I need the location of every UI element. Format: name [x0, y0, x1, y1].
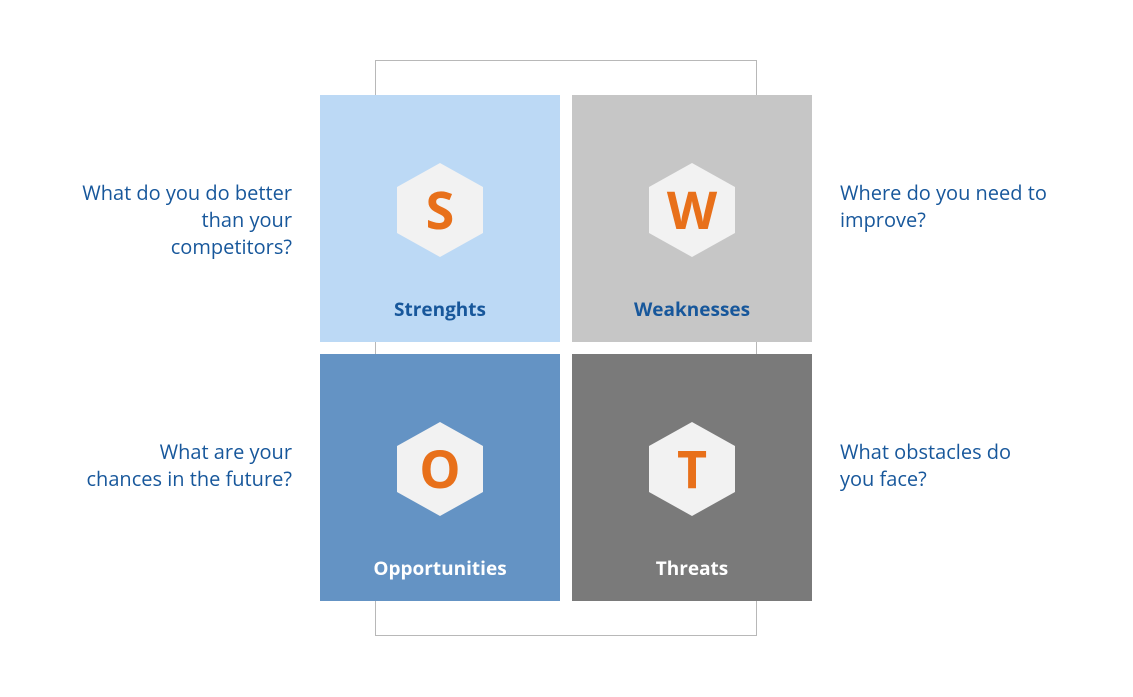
- caption-opportunities: What are your chances in the future?: [82, 438, 292, 492]
- caption-threats: What obstacles do you face?: [840, 438, 1050, 492]
- label-strengths: Strenghts: [320, 296, 560, 322]
- label-weaknesses: Weaknesses: [572, 296, 812, 322]
- quadrant-opportunities: O Opportunities: [320, 354, 560, 601]
- caption-weaknesses: Where do you need to improve?: [840, 179, 1050, 233]
- hex-letter-s: S: [426, 184, 455, 236]
- hexagon-opportunities: O: [390, 419, 490, 519]
- label-opportunities: Opportunities: [320, 555, 560, 581]
- label-threats: Threats: [572, 555, 812, 581]
- caption-strengths: What do you do better than your competit…: [82, 179, 292, 260]
- quadrant-threats: T Threats: [572, 354, 812, 601]
- hexagon-weaknesses: W: [642, 160, 742, 260]
- quadrant-weaknesses: W Weaknesses: [572, 95, 812, 342]
- hex-letter-t: T: [677, 443, 707, 495]
- swot-grid: S Strenghts W Weaknesses O Opportunities…: [320, 95, 812, 601]
- quadrant-strengths: S Strenghts: [320, 95, 560, 342]
- hex-letter-w: W: [667, 184, 717, 236]
- hexagon-strengths: S: [390, 160, 490, 260]
- hex-letter-o: O: [419, 443, 460, 495]
- hexagon-threats: T: [642, 419, 742, 519]
